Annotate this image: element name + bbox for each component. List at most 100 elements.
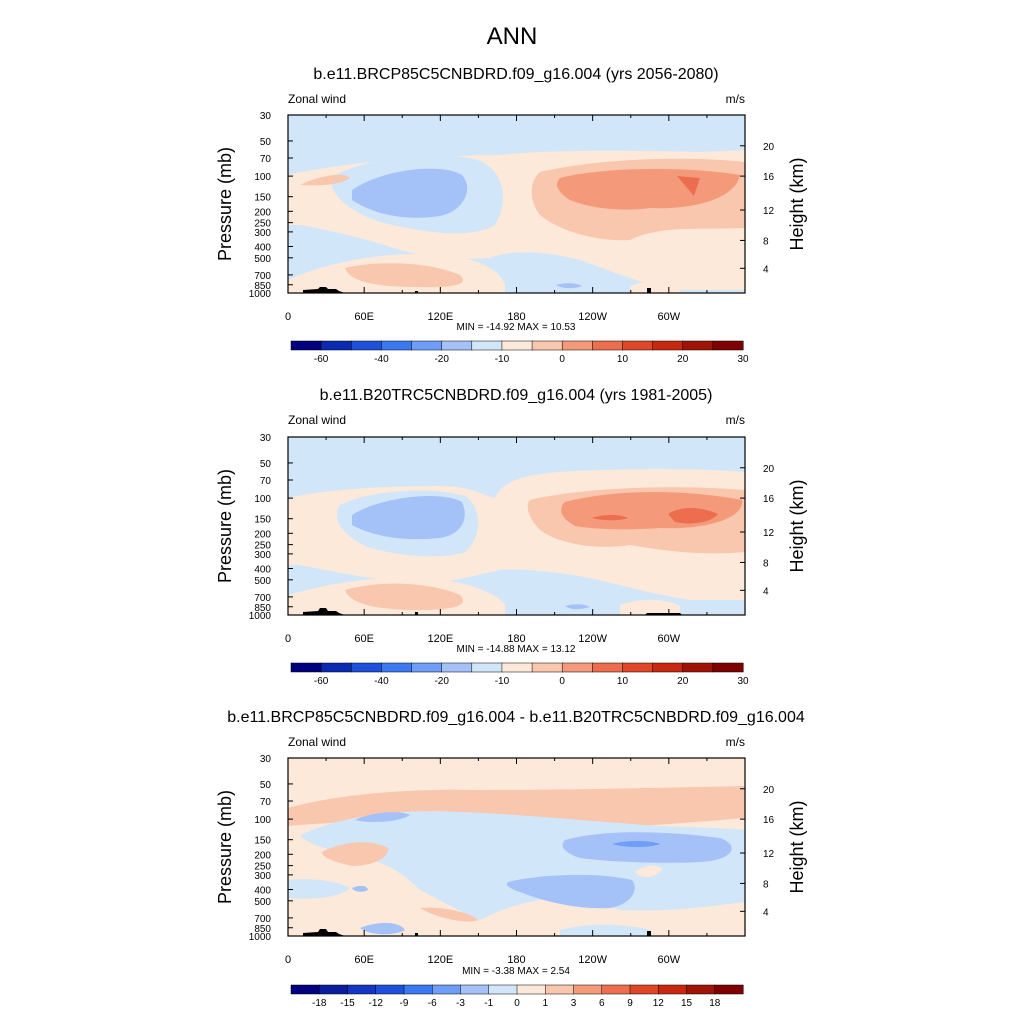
contour-fill [300,174,350,186]
x-tick-label: 60E [354,311,374,323]
x-tick-label: 120E [427,633,453,645]
y-tick-label: 70 [260,476,272,487]
y-tick-label: 70 [260,797,272,808]
contour-fill [612,841,660,847]
colorbar-label: 0 [559,676,565,687]
height-tick-label: 4 [763,907,769,918]
colorbar-swatch [290,984,320,995]
colorbar: -60 -40 -20 -10 0 10 20 30 [290,662,749,687]
y-axis-right-label: Height (km) [787,157,807,250]
y-tick-label: 1000 [249,611,272,622]
colorbar-label: 9 [627,998,633,1009]
y-tick-label: 30 [260,754,272,765]
min-max-stats: MIN = -14.88 MAX = 13.12 [457,644,576,655]
contour-fill [668,508,718,524]
colorbar-label: 3 [571,998,577,1009]
contour-fill [352,496,465,540]
contour-fill [345,583,464,610]
colorbar-swatch [375,984,405,995]
colorbar-swatch [319,984,349,995]
colorbar-swatch [516,984,546,995]
y-tick-label: 50 [260,459,272,470]
colorbar-swatch [320,340,352,351]
x-tick-label: 120W [578,311,607,323]
topography [303,929,651,936]
contour-fill [420,907,478,922]
colorbar-label: -60 [314,354,329,365]
x-axis: 0 60E 120E 180 120W 60W [285,115,708,323]
plot-area [288,437,745,615]
plot-area [288,115,745,293]
panel-3: b.e11.BRCP85C5CNBDRD.f09_g16.004 - b.e11… [215,709,807,1009]
height-tick-label: 4 [763,264,769,275]
x-tick-label: 0 [285,633,291,645]
colorbar-swatch [501,340,533,351]
y-axis-label: Pressure (mb) [215,147,235,261]
y-tick-label: 150 [254,193,271,204]
colorbar-swatch [682,662,714,673]
y-tick-label: 700 [254,593,271,604]
colorbar: -18 -15 -12 -9 -6 -3 -1 0 1 3 6 9 12 15 18 [290,984,744,1009]
colorbar-swatch [652,662,684,673]
panel-1: b.e11.BRCP85C5CNBDRD.f09_g16.004 (yrs 20… [215,66,807,365]
min-max-stats: MIN = -3.38 MAX = 2.54 [462,966,570,977]
x-tick-label: 60W [658,311,681,323]
contour-fill [560,924,650,936]
height-tick-label: 20 [763,464,775,475]
y-tick-label: 70 [260,154,272,165]
y-tick-label: 400 [254,242,271,253]
contour-fill [322,842,389,866]
y-tick-label: 400 [254,564,271,575]
height-tick-label: 12 [763,849,775,860]
y-tick-label: 200 [254,529,271,540]
y-tick-label: 300 [254,871,271,882]
colorbar-swatch [531,662,563,673]
y-tick-label: 500 [254,576,271,587]
colorbar-swatch [381,662,413,673]
colorbar-label: -60 [314,676,329,687]
y-tick-label: 100 [254,815,271,826]
contour-fill [620,599,680,615]
colorbar-label: 12 [653,998,665,1009]
colorbar-label: 30 [737,354,749,365]
colorbar-swatch [320,662,352,673]
colorbar-swatch [432,984,462,995]
variable-label: Zonal wind [288,413,346,427]
contour-fill [592,515,628,521]
y-tick-label: 250 [254,541,271,552]
x-tick-label: 0 [285,954,291,966]
colorbar-label: 0 [559,354,565,365]
colorbar-label: 30 [737,676,749,687]
panel-2: b.e11.B20TRC5CNBDRD.f09_g16.004 (yrs 198… [215,387,807,687]
y-tick-label: 30 [260,111,272,122]
units-label: m/s [726,735,745,749]
y-tick-label: 30 [260,433,272,444]
variable-label: Zonal wind [288,735,346,749]
colorbar-swatch [381,340,413,351]
colorbar-label: -20 [434,354,449,365]
panel-title: b.e11.B20TRC5CNBDRD.f09_g16.004 (yrs 198… [320,387,713,404]
contour-fill [352,885,368,892]
colorbar-swatch [592,662,624,673]
x-tick-label: 0 [285,311,291,323]
colorbar-swatch [488,984,518,995]
height-tick-label: 16 [763,494,775,505]
topography [303,608,682,615]
height-tick-label: 12 [763,206,775,217]
figure-title: ANN [487,23,538,50]
x-tick-label: 120E [427,954,453,966]
contour-fill [288,903,480,936]
y-tick-label: 200 [254,207,271,218]
x-tick-label: 120W [578,633,607,645]
colorbar-swatch [545,984,575,995]
x-tick-label: 60W [658,954,681,966]
height-tick-label: 4 [763,586,769,597]
contour-fill [506,874,635,909]
colorbar-label: -10 [495,354,510,365]
y-tick-label: 50 [260,137,272,148]
colorbar-swatch [471,340,503,351]
colorbar-label: -20 [434,676,449,687]
contour-fill [355,812,410,823]
